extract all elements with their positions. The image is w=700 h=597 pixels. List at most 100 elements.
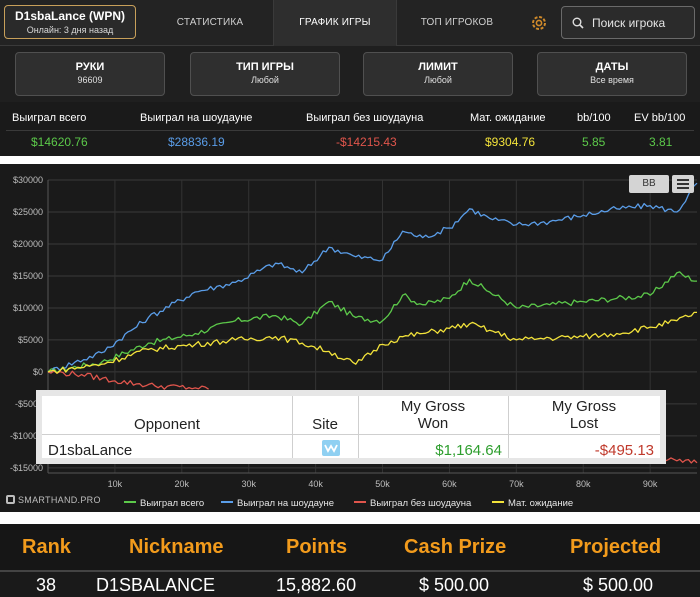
series-line-1 (47, 182, 698, 374)
column-header-site: Site (312, 416, 338, 433)
filter-hands-title: РУКИ (75, 61, 105, 73)
row-gross-lost-value: -$495.13 (594, 442, 654, 459)
leaderboard-header-rank: Rank (22, 536, 71, 558)
series-line-3 (47, 311, 697, 374)
table-column-divider (358, 396, 359, 458)
stat-value-bb100: 5.85 (582, 135, 606, 149)
column-header-gross-lost-line2: Lost (569, 415, 599, 432)
tab-top-players[interactable]: ТОП ИГРОКОВ (420, 17, 494, 28)
stats-divider (6, 130, 694, 131)
y-tick-label: $20000 (13, 239, 43, 249)
settings-gear-icon[interactable] (528, 12, 550, 34)
leaderboard-header-cash-prize: Cash Prize (404, 536, 507, 558)
opponent-gross-table: Opponent Site My Gross Won My Gross Lost… (36, 390, 666, 464)
search-icon (572, 17, 584, 29)
filter-game-type-button[interactable]: ТИП ИГРЫ Любой (190, 52, 340, 96)
column-header-gross-won-line2: Won (417, 415, 449, 432)
stat-value-non-showdown-won: -$14215.43 (336, 135, 397, 149)
legend-item-total-won[interactable]: Выиграл всего (124, 498, 204, 509)
stat-header-bb100: bb/100 (577, 112, 611, 124)
leaderboard-row: 38 D1SBALANCE 15,882.60 $ 500.00 $ 500.0… (0, 570, 700, 597)
tab-statistics[interactable]: СТАТИСТИКА (176, 17, 244, 28)
x-tick-label: 50k (375, 479, 390, 489)
y-tick-label: $5000 (18, 335, 43, 345)
filter-hands-button[interactable]: РУКИ 96609 (15, 52, 165, 96)
column-header-gross-won-line1: My Gross (400, 398, 466, 415)
filter-limit-title: ЛИМИТ (418, 61, 458, 73)
legend-swatch-all-in-ev (492, 501, 504, 503)
table-header-divider (42, 434, 660, 435)
smarthand-logo-icon (6, 495, 15, 504)
filter-game-type-title: ТИП ИГРЫ (236, 61, 294, 73)
stat-header-showdown-won: Выиграл на шоудауне (140, 112, 253, 124)
leaderboard-cash-prize: $ 500.00 (419, 575, 490, 595)
leaderboard-spacer (0, 512, 700, 524)
player-name: D1sbaLance (WPN) (14, 9, 126, 23)
filter-hands-value: 96609 (77, 75, 103, 85)
legend-label-non-showdown-won: Выиграл без шоудауна (370, 498, 472, 509)
x-tick-label: 80k (576, 479, 591, 489)
y-tick-label: $30000 (13, 175, 43, 185)
leaderboard-header-projected: Projected (570, 536, 662, 558)
legend-swatch-non-showdown-won (354, 501, 366, 503)
filter-game-type-value: Любой (251, 75, 279, 85)
stat-value-ev-bb100: 3.81 (649, 135, 673, 149)
leaderboard-points: 15,882.60 (276, 575, 357, 595)
chart-credit: SMARTHAND.PRO (6, 495, 101, 505)
leaderboard-nickname: D1SBALANCE (96, 575, 216, 595)
legend-label-total-won: Выиграл всего (140, 498, 205, 509)
y-tick-label: -$10000 (10, 431, 43, 441)
legend-item-non-showdown-won[interactable]: Выиграл без шоудауна (354, 498, 471, 509)
x-tick-label: 30k (241, 479, 256, 489)
chart-credit-text: SMARTHAND.PRO (18, 495, 101, 505)
leaderboard-header: Rank Nickname Points Cash Prize Projecte… (0, 524, 700, 570)
player-profile-badge[interactable]: D1sbaLance (WPN) Онлайн: 3 дня назад (4, 5, 136, 39)
leaderboard-header-nickname: Nickname (129, 536, 224, 558)
table-column-divider (508, 396, 509, 458)
y-tick-label: $15000 (13, 271, 43, 281)
legend-swatch-showdown-won (221, 501, 233, 503)
chart-menu-icon[interactable] (672, 175, 694, 193)
row-opponent-name: D1sbaLance (48, 442, 133, 459)
player-online-status: Онлайн: 3 дня назад (26, 25, 114, 35)
x-tick-label: 60k (442, 479, 457, 489)
x-tick-label: 20k (175, 479, 190, 489)
stat-value-all-in-ev: $9304.76 (485, 135, 536, 149)
legend-label-all-in-ev: Мат. ожидание (508, 498, 574, 509)
top-navigation-bar: D1sbaLance (WPN) Онлайн: 3 дня назад СТА… (0, 0, 700, 46)
player-search-box[interactable] (561, 6, 695, 39)
y-tick-label: $25000 (13, 207, 43, 217)
column-header-gross-lost-line1: My Gross (551, 398, 617, 415)
stat-header-ev-bb100: EV bb/100 (634, 112, 686, 124)
filter-dates-button[interactable]: ДАТЫ Все время (537, 52, 687, 96)
legend-item-all-in-ev[interactable]: Мат. ожидание (492, 498, 573, 509)
search-input[interactable] (592, 14, 692, 32)
x-tick-label: 10k (108, 479, 123, 489)
stat-value-showdown-won: $28836.19 (168, 135, 225, 149)
stat-header-all-in-ev: Мат. ожидание (470, 112, 546, 124)
filter-limit-value: Любой (424, 75, 452, 85)
legend-label-showdown-won: Выиграл на шоудауне (237, 498, 335, 509)
stat-header-non-showdown-won: Выиграл без шоудауна (306, 112, 424, 124)
x-tick-label: 40k (308, 479, 323, 489)
filter-bar: РУКИ 96609 ТИП ИГРЫ Любой ЛИМИТ Любой ДА… (0, 46, 700, 102)
series-line-0 (47, 271, 697, 374)
column-header-gross-lost: My Gross Lost (508, 398, 660, 432)
stat-value-total-won: $14620.76 (31, 135, 88, 149)
legend-item-showdown-won[interactable]: Выиграл на шоудауне (221, 498, 334, 509)
column-header-opponent: Opponent (134, 416, 200, 433)
leaderboard-header-points: Points (286, 536, 348, 558)
tab-game-chart[interactable]: ГРАФИК ИГРЫ (273, 0, 397, 46)
leaderboard-projected: $ 500.00 (583, 575, 654, 595)
bb-units-toggle-button[interactable]: BB (629, 175, 669, 193)
filter-limit-button[interactable]: ЛИМИТ Любой (363, 52, 513, 96)
summary-stats-table: Выиграл всего Выиграл на шоудауне Выигра… (0, 102, 700, 156)
y-tick-label: $10000 (13, 303, 43, 313)
row-gross-won-value: $1,164.64 (435, 442, 502, 459)
leaderboard-rank: 38 (36, 575, 57, 595)
legend-swatch-total-won (124, 501, 136, 503)
column-header-gross-won: My Gross Won (358, 398, 508, 432)
y-tick-label: -$15000 (10, 463, 43, 473)
site-logo-icon (322, 440, 340, 456)
x-tick-label: 70k (509, 479, 524, 489)
